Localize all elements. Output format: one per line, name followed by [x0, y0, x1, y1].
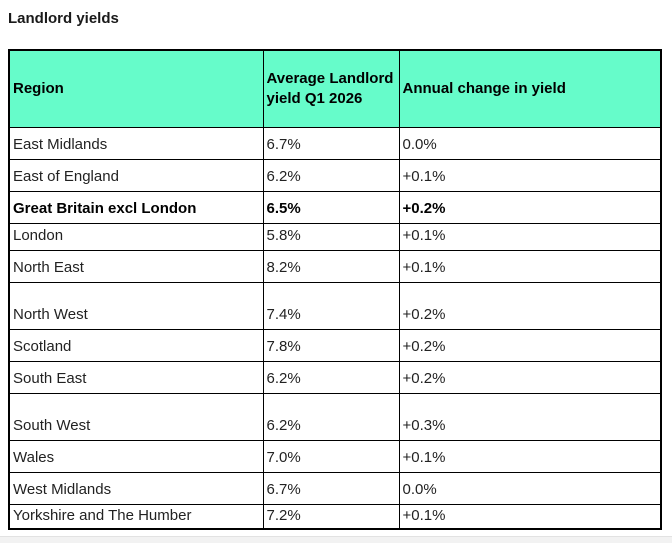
- average-yield-cell: 6.2%: [262, 360, 400, 394]
- annual-change-cell: +0.2%: [398, 328, 662, 362]
- annual-change-cell: 0.0%: [398, 126, 662, 160]
- table-row: London 5.8% +0.1%: [8, 222, 662, 251]
- table-row: East of England 6.2% +0.1%: [8, 158, 662, 192]
- table-row: South East 6.2% +0.2%: [8, 360, 662, 394]
- annual-change-cell: +0.1%: [398, 158, 662, 192]
- annual-change-cell: +0.1%: [398, 503, 662, 529]
- table-row: West Midlands 6.7% 0.0%: [8, 471, 662, 505]
- table-row: South West 6.2% +0.3%: [8, 392, 662, 441]
- region-cell: East of England: [8, 158, 264, 192]
- average-yield-cell: 6.7%: [262, 126, 400, 160]
- average-yield-cell: 7.4%: [262, 281, 400, 330]
- average-yield-cell: 7.8%: [262, 328, 400, 362]
- annual-change-cell: +0.1%: [398, 439, 662, 473]
- table-row: Yorkshire and The Humber 7.2% +0.1%: [8, 503, 662, 529]
- scrollbar-track: [0, 536, 672, 543]
- annual-change-cell: +0.2%: [398, 281, 662, 330]
- average-yield-cell: 6.2%: [262, 158, 400, 192]
- region-cell: South West: [8, 392, 264, 441]
- annual-change-cell: 0.0%: [398, 471, 662, 505]
- column-header-region: Region: [8, 49, 264, 128]
- table-row: Wales 7.0% +0.1%: [8, 439, 662, 473]
- table-header-row: Region Average Landlord yield Q1 2026 An…: [8, 49, 662, 128]
- average-yield-cell: 6.2%: [262, 392, 400, 441]
- annual-change-cell: +0.3%: [398, 392, 662, 441]
- landlord-yields-table: Region Average Landlord yield Q1 2026 An…: [8, 49, 662, 530]
- column-header-annual-change: Annual change in yield: [398, 49, 662, 128]
- region-cell: Great Britain excl London: [8, 190, 264, 224]
- average-yield-cell: 7.2%: [262, 503, 400, 529]
- region-cell: South East: [8, 360, 264, 394]
- annual-change-cell: +0.1%: [398, 222, 662, 251]
- region-cell: Yorkshire and The Humber: [8, 503, 264, 529]
- average-yield-cell: 8.2%: [262, 249, 400, 283]
- region-cell: Wales: [8, 439, 264, 473]
- average-yield-cell: 6.7%: [262, 471, 400, 505]
- region-cell: West Midlands: [8, 471, 264, 505]
- region-cell: East Midlands: [8, 126, 264, 160]
- region-cell: North West: [8, 281, 264, 330]
- average-yield-cell: 5.8%: [262, 222, 400, 251]
- table-row: East Midlands 6.7% 0.0%: [8, 126, 662, 160]
- region-cell: London: [8, 222, 264, 251]
- page-title: Landlord yields: [8, 10, 119, 27]
- annual-change-cell: +0.2%: [398, 190, 662, 224]
- table-row: North East 8.2% +0.1%: [8, 249, 662, 283]
- annual-change-cell: +0.1%: [398, 249, 662, 283]
- region-cell: Scotland: [8, 328, 264, 362]
- table-row: Great Britain excl London 6.5% +0.2%: [8, 190, 662, 224]
- average-yield-cell: 6.5%: [262, 190, 400, 224]
- region-cell: North East: [8, 249, 264, 283]
- table-row: Scotland 7.8% +0.2%: [8, 328, 662, 362]
- annual-change-cell: +0.2%: [398, 360, 662, 394]
- column-header-average-yield: Average Landlord yield Q1 2026: [262, 49, 400, 128]
- table-row: North West 7.4% +0.2%: [8, 281, 662, 330]
- average-yield-cell: 7.0%: [262, 439, 400, 473]
